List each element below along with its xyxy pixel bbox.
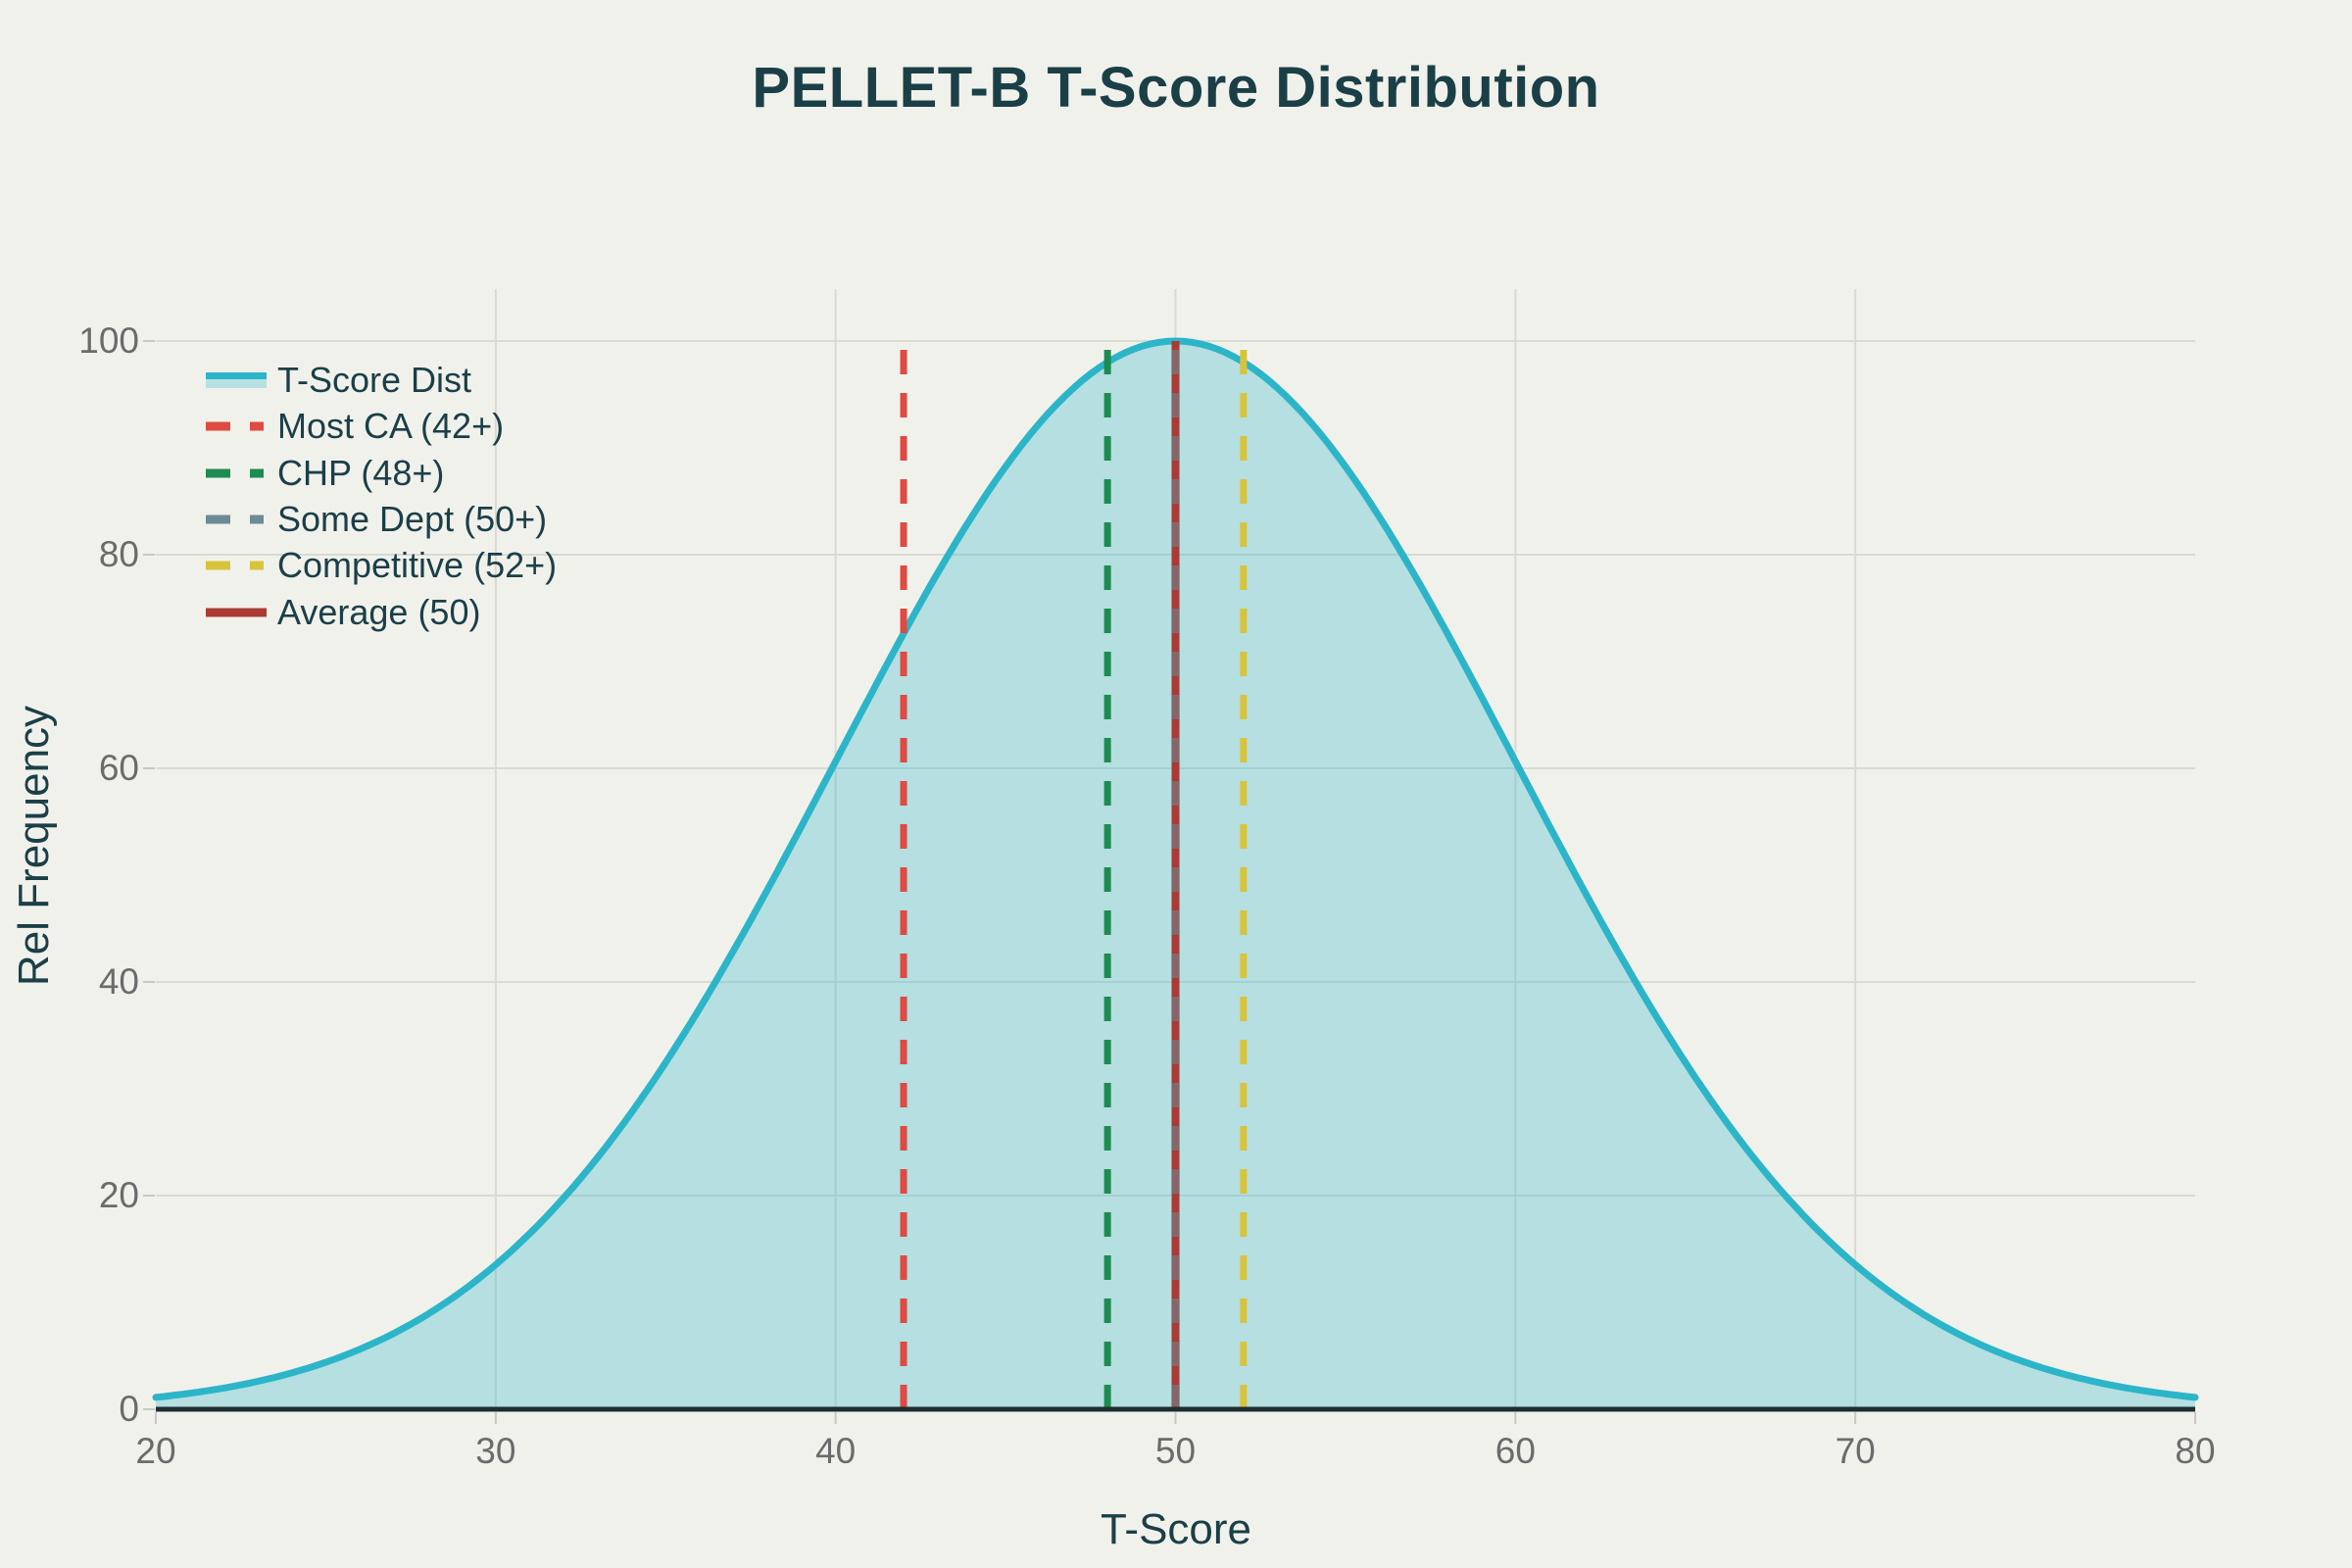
legend-item-some-dept-50[interactable]: Some Dept (50+) bbox=[206, 497, 547, 542]
legend-swatch bbox=[206, 514, 267, 524]
legend-swatch bbox=[206, 561, 267, 570]
legend-item-competitive-52[interactable]: Competitive (52+) bbox=[206, 543, 557, 588]
legend-label: Average (50) bbox=[277, 591, 481, 632]
y-tick-label: 20 bbox=[98, 1175, 139, 1215]
x-tick-label: 80 bbox=[2175, 1431, 2216, 1471]
legend-item-most-ca-42[interactable]: Most CA (42+) bbox=[206, 404, 504, 449]
x-tick-label: 70 bbox=[1835, 1431, 1876, 1471]
y-tick-label: 60 bbox=[98, 748, 139, 788]
y-tick-label: 40 bbox=[98, 961, 139, 1002]
legend-swatch bbox=[206, 468, 267, 478]
x-tick-label: 60 bbox=[1494, 1431, 1536, 1471]
legend-label: CHP (48+) bbox=[277, 452, 445, 493]
legend-swatch bbox=[206, 421, 267, 431]
x-tick-label: 40 bbox=[815, 1431, 857, 1471]
legend-item-average-50[interactable]: Average (50) bbox=[206, 590, 480, 635]
legend-swatch bbox=[206, 372, 267, 388]
x-tick-label: 50 bbox=[1154, 1431, 1197, 1471]
chart-title: PELLET-B T-Score Distribution bbox=[752, 56, 1600, 120]
y-tick-label: 100 bbox=[78, 320, 139, 361]
legend-item-t-score-dist[interactable]: T-Score Dist bbox=[206, 358, 471, 403]
y-tick-label: 0 bbox=[119, 1389, 139, 1429]
legend-label: Most CA (42+) bbox=[277, 406, 505, 447]
y-tick-label: 80 bbox=[98, 534, 139, 574]
legend-label: Some Dept (50+) bbox=[277, 498, 548, 539]
x-axis-title: T-Score bbox=[1100, 1505, 1252, 1553]
legend-swatch bbox=[206, 608, 267, 616]
y-axis-title: Rel Frequency bbox=[10, 705, 58, 987]
legend-item-chp-48[interactable]: CHP (48+) bbox=[206, 451, 444, 496]
x-tick-label: 20 bbox=[135, 1431, 176, 1471]
legend-label: T-Score Dist bbox=[277, 360, 472, 400]
legend-label: Competitive (52+) bbox=[277, 545, 558, 586]
x-tick-label: 30 bbox=[475, 1431, 516, 1471]
